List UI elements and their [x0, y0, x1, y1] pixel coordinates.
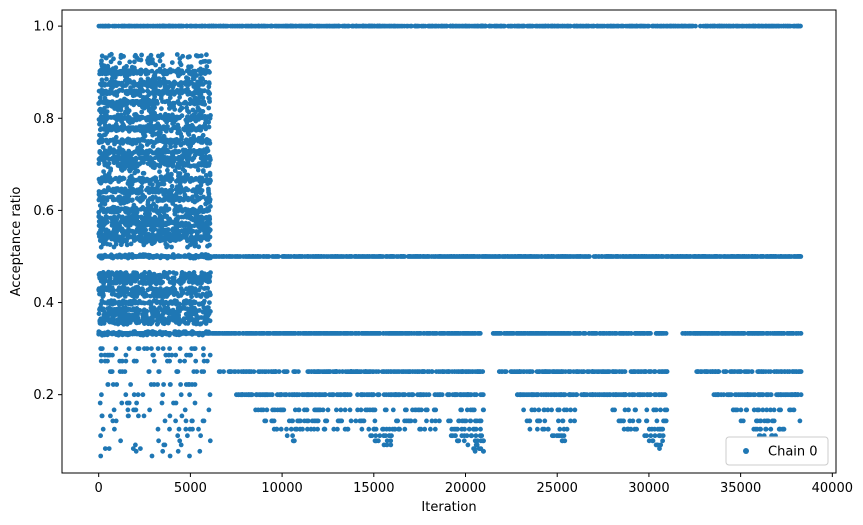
legend: Chain 0	[725, 436, 829, 466]
series-level-7	[271, 426, 787, 432]
series-level-1	[96, 254, 804, 259]
early-segment-dense-points	[96, 51, 213, 338]
x-tick-label: 30000	[628, 481, 669, 496]
legend-box	[725, 436, 829, 466]
series-level-3	[216, 369, 804, 375]
x-axis: 0 5000 10000 15000 20000 25000 30000 35000 40000	[95, 473, 853, 496]
legend-label-chain-0: Chain 0	[768, 445, 818, 460]
series-level-9	[290, 438, 666, 444]
x-tick-label: 15000	[353, 481, 394, 496]
series-level-0	[96, 23, 803, 29]
x-tick-label: 5000	[174, 481, 207, 496]
y-tick-label: 0.2	[33, 388, 54, 403]
x-tick-label: 20000	[445, 481, 486, 496]
y-axis: 0.2 0.4 0.6 0.8 1.0	[33, 20, 62, 403]
y-tick-label: 0.4	[33, 296, 54, 311]
series-level-12	[472, 448, 486, 454]
legend-marker-chain-0	[743, 448, 749, 454]
y-tick-label: 1.0	[33, 20, 54, 35]
x-axis-label: Iteration	[421, 500, 476, 515]
x-tick-label: 25000	[537, 481, 578, 496]
y-tick-label: 0.8	[33, 112, 54, 127]
series-level-4	[234, 392, 804, 398]
early-segment-sparse-points	[97, 346, 213, 459]
series-level-6	[262, 418, 803, 424]
series-level-2	[96, 330, 804, 336]
y-axis-label: Acceptance ratio	[9, 187, 24, 297]
x-tick-label: 40000	[812, 481, 853, 496]
series-level-8	[284, 433, 778, 439]
series-level-5	[253, 407, 797, 413]
y-tick-label: 0.6	[33, 204, 54, 219]
x-tick-label: 10000	[261, 481, 302, 496]
data-points-layer	[96, 23, 804, 459]
x-tick-label: 0	[95, 481, 103, 496]
x-tick-label: 35000	[720, 481, 761, 496]
plot-frame	[61, 9, 837, 474]
